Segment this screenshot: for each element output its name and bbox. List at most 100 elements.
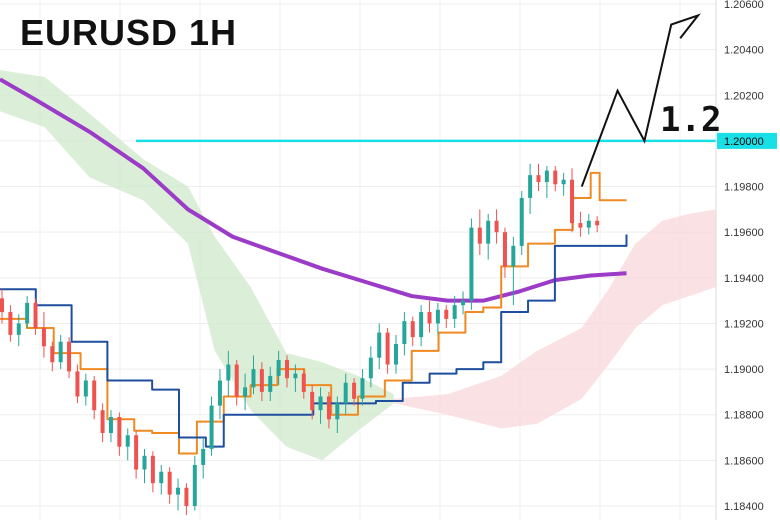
candle-body xyxy=(410,321,415,338)
candle xyxy=(586,213,591,235)
candle-body xyxy=(352,382,357,399)
candle xyxy=(268,366,273,402)
candle-body xyxy=(310,391,315,411)
candle-body xyxy=(393,343,398,365)
candle-body xyxy=(335,403,340,420)
candle xyxy=(377,323,382,370)
candle xyxy=(75,364,80,404)
candle-body xyxy=(243,387,248,397)
candle xyxy=(243,373,248,411)
candle xyxy=(544,166,549,198)
candle-body xyxy=(167,471,172,495)
candle-body xyxy=(8,312,13,335)
candle-body xyxy=(452,305,457,319)
candle xyxy=(176,478,181,511)
candle xyxy=(578,211,583,237)
candle xyxy=(259,362,264,402)
candle-body xyxy=(50,346,55,363)
candle xyxy=(234,359,239,406)
candle-body xyxy=(477,227,482,244)
candle xyxy=(293,364,298,392)
candle-body xyxy=(570,179,575,224)
annotation-label: 1.2 xyxy=(660,100,722,140)
candle xyxy=(0,289,4,324)
candle xyxy=(528,163,533,214)
price-tick-label: 1.20400 xyxy=(724,45,764,57)
candle xyxy=(335,396,340,433)
candle-body xyxy=(368,357,373,379)
candle-body xyxy=(276,359,281,376)
moving-average xyxy=(0,77,627,303)
candle xyxy=(494,209,499,244)
candle xyxy=(469,218,474,310)
candle-body xyxy=(435,309,440,324)
candle xyxy=(192,455,197,511)
candle-body xyxy=(595,220,600,226)
candle xyxy=(435,302,440,335)
price-tick-label: 1.19200 xyxy=(724,318,764,330)
forecast-line xyxy=(580,13,701,187)
price-tick-label: 1.19400 xyxy=(724,273,764,285)
candle xyxy=(385,328,390,374)
candle xyxy=(167,467,172,504)
candle-body xyxy=(461,300,466,306)
candle-body xyxy=(343,382,348,404)
candle xyxy=(301,369,306,399)
candle-body xyxy=(494,220,499,233)
candle-body xyxy=(33,302,38,329)
candle xyxy=(368,346,373,388)
candle xyxy=(427,300,432,333)
candle xyxy=(595,216,600,233)
candle-body xyxy=(385,332,390,365)
candle-body xyxy=(268,375,273,392)
price-tick-label: 1.19600 xyxy=(724,227,764,239)
candle-body xyxy=(402,321,407,344)
candle xyxy=(8,305,13,342)
candle-body xyxy=(142,455,147,470)
candle xyxy=(326,391,331,429)
candle-body xyxy=(427,312,432,324)
candle xyxy=(318,387,323,424)
candle-body xyxy=(83,380,88,397)
candle xyxy=(184,483,189,516)
candle xyxy=(117,412,122,456)
candle xyxy=(125,428,130,461)
candle xyxy=(444,305,449,329)
candle-body xyxy=(444,309,449,319)
price-tick-label: 1.20200 xyxy=(724,90,764,102)
candle-body xyxy=(544,170,549,182)
candle xyxy=(502,227,507,278)
ichimoku-cloud xyxy=(0,70,716,461)
candle xyxy=(58,334,63,370)
candle-body xyxy=(159,471,164,484)
candle xyxy=(25,296,30,329)
candle-body xyxy=(251,369,256,388)
candle xyxy=(67,337,72,379)
candle xyxy=(519,191,524,255)
candle xyxy=(83,373,88,406)
candle-body xyxy=(486,220,491,244)
candle-body xyxy=(100,410,105,433)
candle-body xyxy=(192,464,197,506)
candle-body xyxy=(150,455,155,484)
candle-body xyxy=(176,487,181,495)
candle xyxy=(33,298,38,335)
price-tick-label: 1.20600 xyxy=(724,0,764,11)
candle xyxy=(226,350,231,397)
candle xyxy=(310,385,315,420)
candle-body xyxy=(25,302,30,324)
candle xyxy=(410,316,415,347)
candle-body xyxy=(528,175,533,198)
candle xyxy=(16,314,21,347)
candle-body xyxy=(360,378,365,399)
candle-body xyxy=(301,373,306,392)
candle-body xyxy=(117,417,122,447)
candle xyxy=(150,451,155,493)
candlesticks xyxy=(0,163,600,516)
price-tick-label: 1.18400 xyxy=(724,501,764,513)
grid xyxy=(0,0,716,520)
candle xyxy=(343,373,348,415)
candle xyxy=(393,334,398,374)
candle-body xyxy=(377,332,382,358)
